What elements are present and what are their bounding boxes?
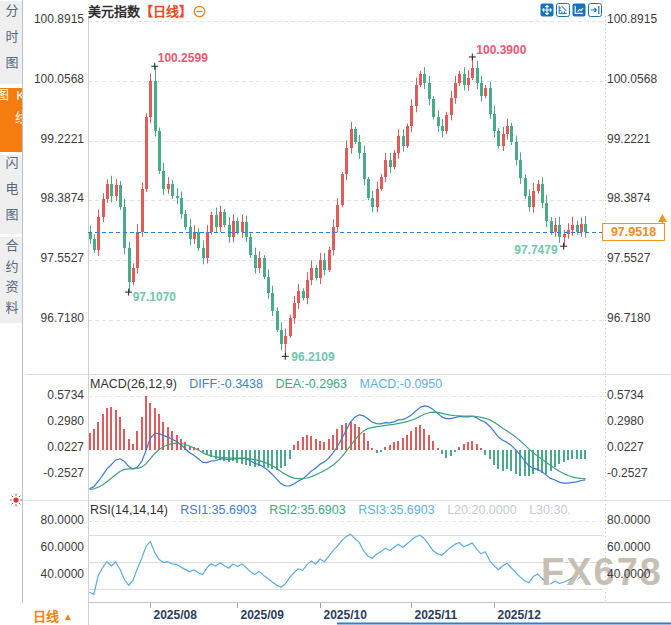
macd-diff-value: DIFF:-0.3438 <box>189 377 263 391</box>
rsi1-value: RSI1:35.6903 <box>180 503 256 517</box>
extreme-label: 100.2599 <box>158 51 208 65</box>
rsi-axis-label-left: 40.0000 <box>26 568 84 581</box>
macd-dea-value: DEA:-0.2963 <box>275 377 347 391</box>
x-axis-date-label: 2025/08 <box>154 608 197 622</box>
macd-axis-label-right: -0.2527 <box>607 467 648 480</box>
goto-latest-icon[interactable] <box>588 3 602 17</box>
rsi-l20-value: L20:20.0000 <box>447 503 517 517</box>
zoom-axis-icon[interactable] <box>556 3 570 17</box>
macd-axis-label-left: 0.2980 <box>26 415 84 428</box>
extreme-label: 96.2109 <box>291 350 334 364</box>
chart-title: 美元指数【日线】 <box>88 1 206 20</box>
chart-app: 分时图 K线图闪电图合约资料 美元指数【日线】 MACD(26,12,9) DIF… <box>0 0 671 625</box>
y-axis-label-right: 96.7180 <box>607 312 650 325</box>
extreme-label: 97.1070 <box>133 290 176 304</box>
price-chart-canvas[interactable] <box>0 0 671 625</box>
chevron-up-icon: ▲ <box>63 611 73 622</box>
extreme-label: 97.7479 <box>508 243 558 257</box>
macd-title: MACD(26,12,9) <box>90 377 177 391</box>
rsi-axis-label-right: 80.0000 <box>607 514 650 527</box>
extreme-label: 100.3900 <box>476 43 526 57</box>
x-axis-date-label: 2025/09 <box>241 608 284 622</box>
y-axis-label-left: 100.0568 <box>26 73 84 86</box>
y-axis-label-right: 100.0568 <box>607 73 657 86</box>
current-price-label: 97.9518 <box>602 223 665 241</box>
x-axis-date-label: 2025/11 <box>415 608 458 622</box>
macd-axis-label-right: 0.0227 <box>607 441 644 454</box>
y-axis-label-right: 98.3874 <box>607 192 650 205</box>
sidebar-item-4[interactable]: 合约资料 <box>0 237 22 323</box>
macd-axis-label-left: 0.0227 <box>26 441 84 454</box>
sidebar-item-3[interactable]: 闪电图 <box>0 155 22 234</box>
rsi2-value: RSI2:35.6903 <box>269 503 345 517</box>
macd-macd-value: MACD:-0.0950 <box>360 377 443 391</box>
y-axis-label-left: 99.2221 <box>26 133 84 146</box>
collapse-icon[interactable] <box>193 5 206 18</box>
rsi-axis-label-left: 60.0000 <box>26 541 84 554</box>
x-axis-date-label: 2025/10 <box>324 608 367 622</box>
rsi-header: RSI(14,14,14) RSI1:35.6903 RSI2:35.6903 … <box>90 503 580 517</box>
y-axis-label-right: 99.2221 <box>607 133 650 146</box>
sidebar-border <box>22 0 23 603</box>
macd-header: MACD(26,12,9) DIFF:-0.3438 DEA:-0.2963 M… <box>90 377 451 391</box>
y-axis-label-left: 98.3874 <box>26 192 84 205</box>
y-axis-label-left: 97.5527 <box>26 252 84 265</box>
footer-period[interactable]: 日线▲ <box>33 606 73 625</box>
macd-axis-label-right: 0.2980 <box>607 415 644 428</box>
macd-axis-label-right: 0.5734 <box>607 389 644 402</box>
rsi-axis-label-right: 60.0000 <box>607 541 650 554</box>
symbol-name: 美元指数 <box>88 4 140 19</box>
y-axis-label-right: 100.8915 <box>607 13 657 26</box>
period-tag: 【日线】 <box>140 4 192 19</box>
pan-icon[interactable] <box>540 3 554 17</box>
candles <box>89 57 587 356</box>
sidebar-item-2[interactable]: K线图 <box>0 88 22 152</box>
rsi-axis-label-right: 40.0000 <box>607 568 650 581</box>
rsi-l30-value: L30:30. <box>529 503 571 517</box>
y-axis-label-left: 96.7180 <box>26 312 84 325</box>
y-axis-label-right: 97.5527 <box>607 252 650 265</box>
y-axis-label-left: 100.8915 <box>26 13 84 26</box>
auto-scale-icon[interactable] <box>572 3 586 17</box>
rsi3-value: RSI3:35.6903 <box>358 503 434 517</box>
rsi-axis-label-left: 80.0000 <box>26 514 84 527</box>
macd-axis-label-left: -0.2527 <box>26 467 84 480</box>
macd-axis-label-left: 0.5734 <box>26 389 84 402</box>
sidebar-item-1[interactable]: 分时图 <box>0 1 22 84</box>
x-axis-date-label: 2025/12 <box>498 608 541 622</box>
rsi-title: RSI(14,14,14) <box>90 503 168 517</box>
